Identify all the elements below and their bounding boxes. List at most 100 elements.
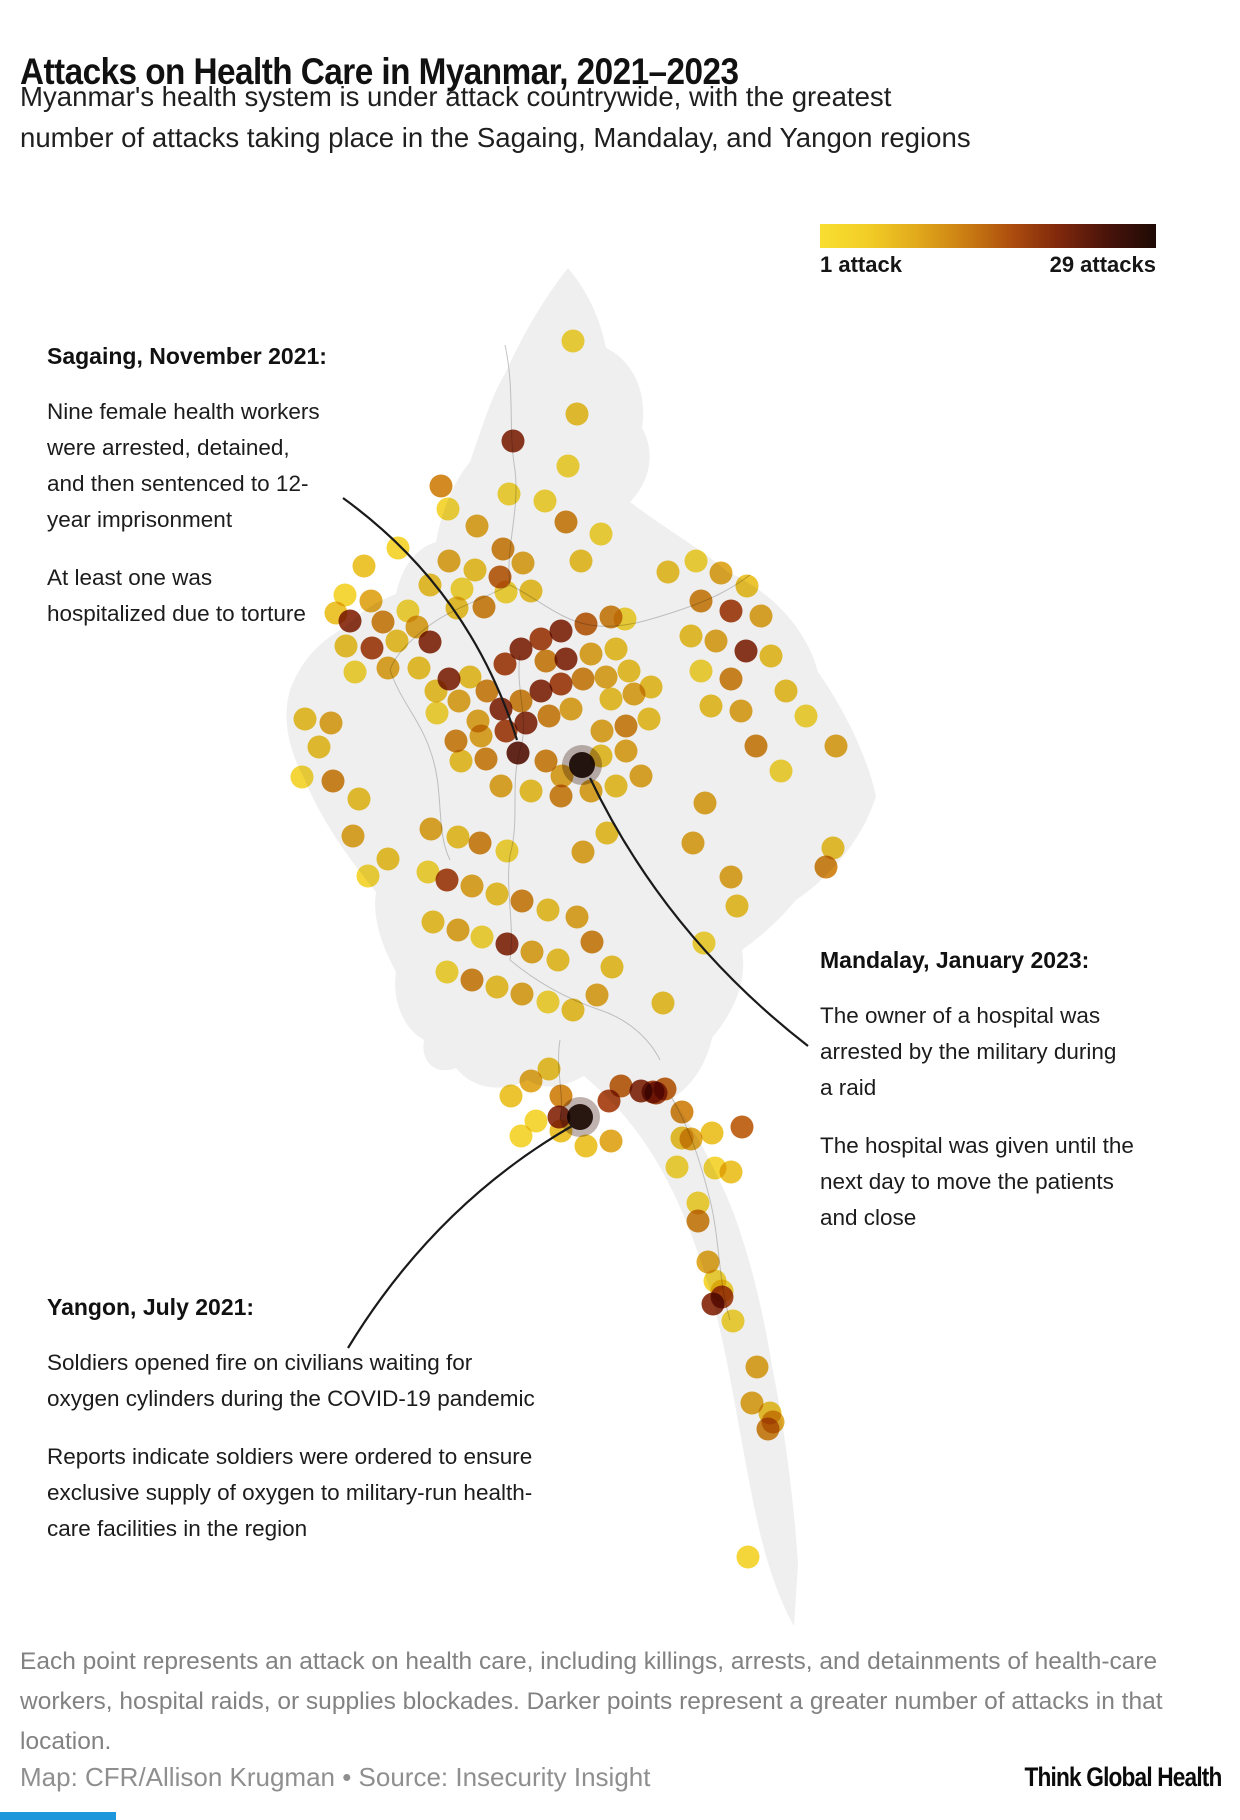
attack-dot: [740, 1391, 764, 1415]
attack-dot: [334, 634, 358, 658]
attack-dot: [418, 630, 442, 654]
attack-dot: [386, 536, 410, 560]
attack-dot: [352, 554, 376, 578]
attack-dot: [536, 898, 560, 922]
attack-dot: [449, 749, 473, 773]
attack-dot: [489, 774, 513, 798]
attack-dot: [709, 561, 733, 585]
attack-dot: [744, 734, 768, 758]
attack-dot: [416, 860, 440, 884]
attack-dot: [485, 882, 509, 906]
annotation-sagaing-para2: At least one was hospitalized due to tor…: [47, 565, 306, 626]
attack-dot: [321, 769, 345, 793]
attack-dot: [447, 689, 471, 713]
attack-dot: [614, 739, 638, 763]
attack-dot: [604, 774, 628, 798]
callout-lines: [342, 497, 809, 1349]
attack-dot: [472, 595, 496, 619]
attack-dot: [549, 1119, 573, 1143]
attack-dot: [460, 968, 484, 992]
attack-dot: [700, 1121, 724, 1145]
attack-dot: [445, 596, 469, 620]
attack-dot: [580, 930, 604, 954]
attack-dot: [524, 1109, 548, 1133]
attack-dot: [546, 948, 570, 972]
attack-dot: [756, 1417, 780, 1441]
attack-dot: [639, 675, 663, 699]
annotation-mandalay-para1: The owner of a hospital was arrested by …: [820, 1003, 1117, 1100]
annotation-sagaing: Sagaing, November 2021: Nine female heal…: [47, 338, 377, 654]
page-title: Attacks on Health Care in Myanmar, 2021–…: [20, 50, 739, 92]
attack-dot: [436, 497, 460, 521]
attack-dot: [509, 689, 533, 713]
attack-dot: [549, 619, 573, 643]
attack-dot: [745, 1355, 769, 1379]
annotation-sagaing-para1: Nine female health workers were arrested…: [47, 399, 320, 532]
attack-dot: [656, 560, 680, 584]
callout-line-mandalay: [589, 777, 809, 1047]
attack-dot: [509, 1124, 533, 1148]
attack-dot: [418, 573, 442, 597]
attack-dot: [689, 659, 713, 683]
attack-dot: [425, 701, 449, 725]
attack-dot: [493, 652, 517, 676]
attack-dot: [537, 704, 561, 728]
annotation-yangon-para1: Soldiers opened fire on civilians waitin…: [47, 1350, 535, 1411]
brand-footer-bar: [0, 1812, 116, 1820]
attack-dot: [565, 402, 589, 426]
attack-dot: [549, 672, 573, 696]
attack-dot: [600, 955, 624, 979]
attack-dot: [536, 990, 560, 1014]
attack-dot: [494, 580, 518, 604]
attack-dot: [421, 910, 445, 934]
attack-dot: [450, 577, 474, 601]
attack-dot: [509, 637, 533, 661]
attack-dot: [514, 711, 538, 735]
attack-dot: [491, 537, 515, 561]
attack-dot: [571, 840, 595, 864]
attack-dot: [574, 1134, 598, 1158]
attack-dot: [463, 558, 487, 582]
attack-dot: [495, 932, 519, 956]
legend-min-label: 1 attack: [820, 252, 902, 277]
attack-dot: [725, 894, 749, 918]
attack-dot: [529, 679, 553, 703]
attack-dot: [534, 649, 558, 673]
attack-dot: [435, 960, 459, 984]
attack-dot: [653, 1077, 677, 1101]
attack-dot: [719, 1160, 743, 1184]
attack-dot: [333, 583, 357, 607]
attack-dot: [693, 791, 717, 815]
attack-dot: [679, 1127, 703, 1151]
attack-dot: [435, 868, 459, 892]
attack-dot: [701, 1292, 725, 1316]
attack-dot: [556, 454, 580, 478]
attack-dot: [419, 817, 443, 841]
attack-dot: [519, 779, 543, 803]
attack-dot: [681, 831, 705, 855]
attack-dot: [574, 612, 598, 636]
attack-dot: [679, 624, 703, 648]
attack-dot: [293, 707, 317, 731]
attack-dot: [585, 983, 609, 1007]
attack-dot: [469, 724, 493, 748]
attack-dot: [609, 1074, 633, 1098]
attack-dot: [534, 749, 558, 773]
attack-dot: [437, 549, 461, 573]
attack-dot: [579, 642, 603, 666]
annotation-mandalay-heading: Mandalay, January 2023:: [820, 947, 1090, 973]
attack-dot: [537, 1057, 561, 1081]
attack-dot: [821, 836, 845, 860]
attack-dot: [599, 605, 623, 629]
attack-dot: [719, 667, 743, 691]
attack-dot: [684, 549, 708, 573]
attack-dot: [341, 824, 365, 848]
attack-dot: [371, 610, 395, 634]
attack-dot: [554, 510, 578, 534]
attack-dot: [699, 694, 723, 718]
attack-dot: [721, 1309, 745, 1333]
attack-dot: [589, 744, 613, 768]
attack-dot: [407, 656, 431, 680]
attack-dot: [594, 665, 618, 689]
attack-dot: [506, 741, 530, 765]
